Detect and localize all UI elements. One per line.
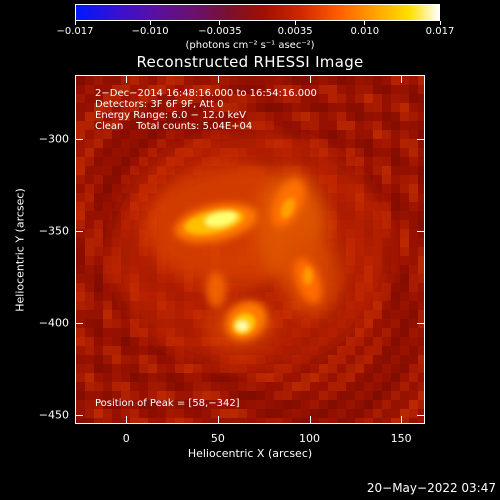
y-tick-mark <box>76 231 83 233</box>
colorbar-tick-mark <box>74 21 76 25</box>
colorbar-tick-label: 0.0035 <box>277 26 313 37</box>
y-tick-mark <box>76 414 83 416</box>
x-tick-mark <box>401 76 403 83</box>
colorbar-tick-label: 0.017 <box>425 26 455 37</box>
colorbar-tick-label: 0.010 <box>350 26 380 37</box>
image-title: Reconstructed RHESSI Image <box>136 53 364 71</box>
bright-cores <box>184 197 313 335</box>
rhessi-image-plot <box>75 75 425 424</box>
y-tick-label: −350 <box>38 224 69 238</box>
y-tick-mark <box>417 139 424 141</box>
colorbar-tick-mark <box>364 21 366 25</box>
colorbar-tick-mark <box>439 21 441 25</box>
x-tick-mark <box>309 76 311 83</box>
x-tick-mark <box>309 416 311 423</box>
hxr-image <box>76 76 424 423</box>
y-axis-label: Heliocentric Y (arcsec) <box>13 188 27 312</box>
x-tick-mark <box>217 76 219 83</box>
x-tick-mark <box>401 416 403 423</box>
colorbar-tick-mark <box>219 21 221 25</box>
colorbar-tick-label: −0.0035 <box>198 26 242 37</box>
peak-core <box>205 211 237 227</box>
y-tick-mark <box>76 139 83 141</box>
detectors-info: Detectors: 3F 6F 9F, Att 0 <box>95 99 224 110</box>
x-tick-label: 150 <box>390 432 412 445</box>
y-tick-label: −300 <box>38 132 69 146</box>
colorbar-tick-mark <box>149 21 151 25</box>
y-tick-label: −450 <box>38 408 69 422</box>
x-tick-label: 50 <box>210 432 225 445</box>
y-tick-mark <box>417 322 424 324</box>
energy-range-info: Energy Range: 6.0 − 12.0 keV <box>95 110 246 121</box>
x-tick-label: 100 <box>299 432 321 445</box>
colorbar-units: (photons cm⁻² s⁻¹ asec⁻²) <box>185 40 315 51</box>
datestamp: 20−May−2022 03:47 <box>366 481 496 495</box>
y-tick-mark <box>417 231 424 233</box>
observation-time: 2−Dec−2014 16:48:16.000 to 16:54:16.000 <box>95 88 317 99</box>
x-tick-mark <box>126 76 128 83</box>
colorbar-tick-mark <box>294 21 296 25</box>
y-tick-mark <box>417 414 424 416</box>
colorbar <box>75 4 440 21</box>
colorbar-tick-label: −0.017 <box>56 26 94 37</box>
y-tick-mark <box>76 322 83 324</box>
x-tick-mark <box>217 416 219 423</box>
x-axis-label: Heliocentric X (arcsec) <box>187 447 313 460</box>
colorbar-tick-label: −0.010 <box>131 26 169 37</box>
middle-blob <box>206 272 226 308</box>
peak-position: Position of Peak = [58,−342] <box>95 398 240 409</box>
x-tick-label: 0 <box>122 432 130 445</box>
clean-counts-info: Clean Total counts: 5.04E+04 <box>95 121 253 132</box>
y-tick-label: −400 <box>38 316 69 330</box>
x-tick-mark <box>126 416 128 423</box>
